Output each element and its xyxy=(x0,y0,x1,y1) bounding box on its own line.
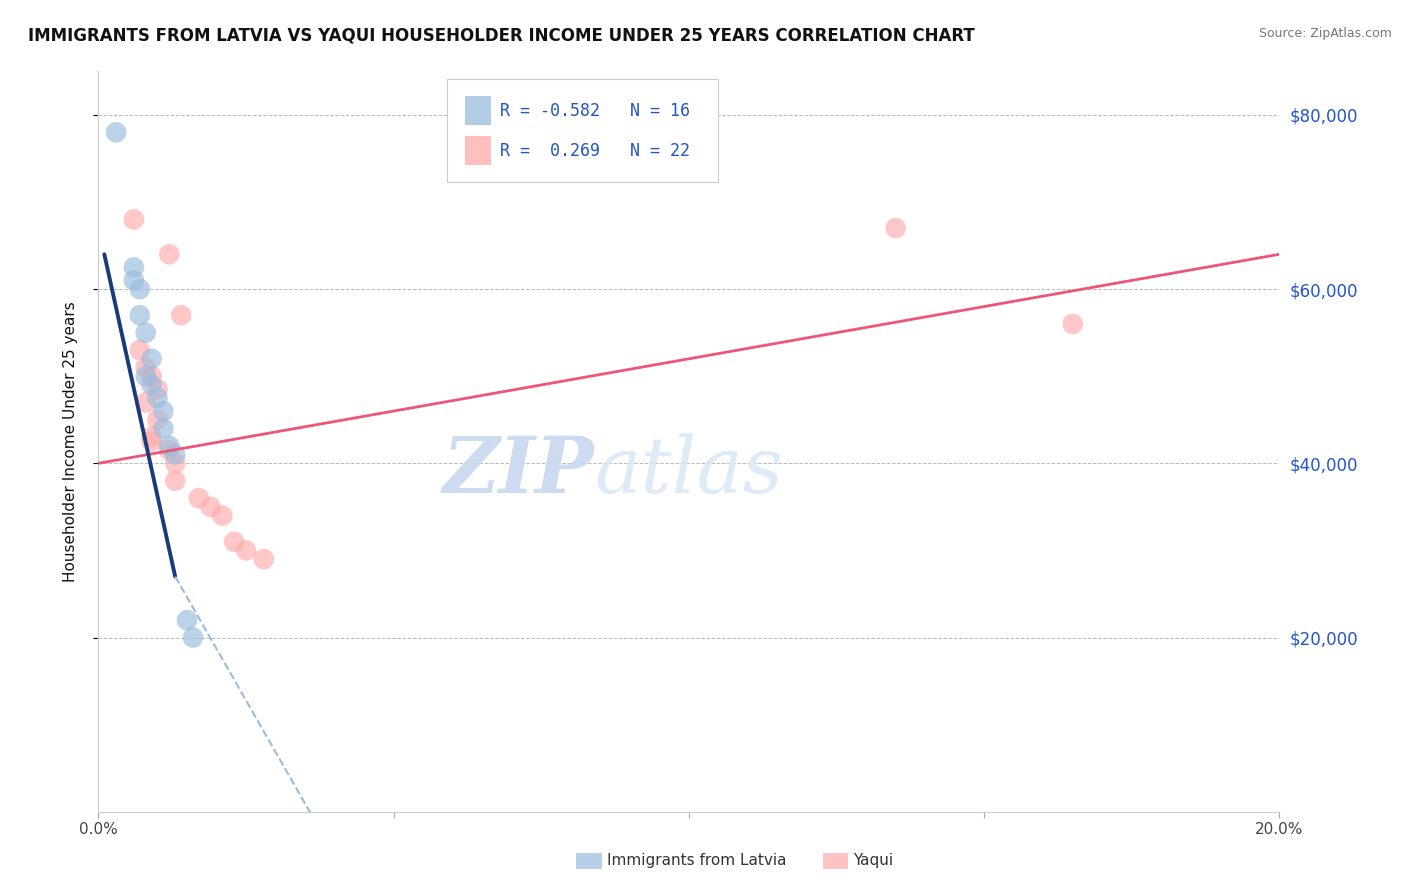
Point xyxy=(152,421,174,435)
Point xyxy=(135,395,157,409)
Point xyxy=(146,391,169,405)
Point xyxy=(141,430,163,444)
Point xyxy=(146,413,169,427)
Point xyxy=(181,631,204,645)
Point xyxy=(141,351,163,366)
Point xyxy=(211,508,233,523)
Point xyxy=(128,308,150,322)
Text: Immigrants from Latvia: Immigrants from Latvia xyxy=(607,854,787,868)
Point xyxy=(884,221,907,235)
Bar xyxy=(464,136,491,165)
Point xyxy=(170,308,193,322)
Point xyxy=(122,260,145,275)
Point xyxy=(141,434,163,449)
Point xyxy=(200,500,222,514)
Point xyxy=(1062,317,1084,331)
Y-axis label: Householder Income Under 25 years: Householder Income Under 25 years xyxy=(63,301,77,582)
Bar xyxy=(464,95,491,126)
Point xyxy=(187,491,209,505)
Point xyxy=(224,534,246,549)
Point xyxy=(165,456,187,470)
Text: IMMIGRANTS FROM LATVIA VS YAQUI HOUSEHOLDER INCOME UNDER 25 YEARS CORRELATION CH: IMMIGRANTS FROM LATVIA VS YAQUI HOUSEHOL… xyxy=(28,27,974,45)
Point xyxy=(146,382,169,396)
Point xyxy=(122,212,145,227)
Point xyxy=(128,282,150,296)
Point xyxy=(152,404,174,418)
Text: ZIP: ZIP xyxy=(443,433,595,509)
Point xyxy=(128,343,150,357)
Point xyxy=(235,543,257,558)
Text: atlas: atlas xyxy=(595,433,783,509)
Text: Source: ZipAtlas.com: Source: ZipAtlas.com xyxy=(1258,27,1392,40)
Point xyxy=(253,552,276,566)
Point xyxy=(122,273,145,287)
Point xyxy=(141,369,163,384)
Point xyxy=(135,369,157,384)
Text: Yaqui: Yaqui xyxy=(853,854,894,868)
Point xyxy=(135,360,157,375)
Point xyxy=(165,474,187,488)
Point xyxy=(135,326,157,340)
Text: R =  0.269   N = 22: R = 0.269 N = 22 xyxy=(501,142,690,160)
Point xyxy=(157,443,180,458)
Point xyxy=(157,247,180,261)
Text: R = -0.582   N = 16: R = -0.582 N = 16 xyxy=(501,102,690,120)
Point xyxy=(165,448,187,462)
FancyBboxPatch shape xyxy=(447,78,718,183)
Point xyxy=(157,439,180,453)
Point xyxy=(105,125,128,139)
Point xyxy=(141,378,163,392)
Point xyxy=(176,613,198,627)
